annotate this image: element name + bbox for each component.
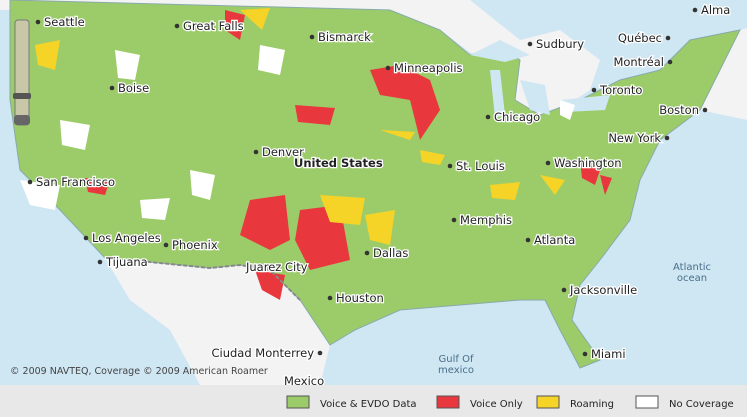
city-dot <box>702 107 708 113</box>
city-label: New York <box>608 131 661 145</box>
city-dot <box>582 351 588 357</box>
city-label: Chicago <box>494 110 540 124</box>
city-label: Dallas <box>373 246 408 260</box>
city-dot <box>692 7 698 13</box>
city-dot <box>97 259 103 265</box>
city-dot <box>163 242 169 248</box>
city-label: Seattle <box>44 15 85 29</box>
city-dot <box>485 114 491 120</box>
city-label: Los Angeles <box>92 231 161 245</box>
legend-label: No Coverage <box>669 399 734 410</box>
city-dot <box>451 217 457 223</box>
city-label: Bismarck <box>318 30 371 44</box>
water-label: ocean <box>677 273 707 284</box>
city-label: Houston <box>336 291 384 305</box>
water-label: mexico <box>438 365 474 376</box>
city-dot <box>664 135 670 141</box>
copyright: © 2009 NAVTEQ, Coverage © 2009 American … <box>10 366 268 377</box>
city-dot <box>561 287 567 293</box>
legend-label: Roaming <box>570 399 614 410</box>
city-label: Minneapolis <box>394 61 463 75</box>
city-label: Boise <box>118 81 149 95</box>
city-label: Miami <box>591 347 626 361</box>
city-label: St. Louis <box>456 159 505 173</box>
city-dot <box>174 23 180 29</box>
city-label: Montréal <box>613 55 664 69</box>
city-label: Alma <box>701 3 730 17</box>
zoom-control[interactable] <box>13 19 31 126</box>
city-dot <box>667 59 673 65</box>
city-dot <box>665 35 671 41</box>
city-dot <box>327 295 333 301</box>
legend-swatch <box>436 395 460 409</box>
city-label: Great Falls <box>183 19 244 33</box>
city-dot <box>545 160 551 166</box>
city-label: Ciudad Monterrey <box>211 346 314 360</box>
city-label: San Francisco <box>36 175 115 189</box>
border <box>104 257 301 301</box>
water-label: Atlantic <box>673 262 711 273</box>
city-label: Phoenix <box>172 238 218 252</box>
city-label: Sudbury <box>536 37 584 51</box>
city-dot <box>27 179 33 185</box>
great-lakes <box>470 40 610 118</box>
city-label: Juarez City <box>245 260 308 274</box>
city-dot <box>309 34 315 40</box>
city-label: Washington <box>554 156 622 170</box>
city-dot <box>35 19 41 25</box>
legend-swatch <box>536 395 560 409</box>
city-dot <box>591 87 597 93</box>
city-label: Toronto <box>599 83 642 97</box>
legend-label: Voice Only <box>470 399 523 410</box>
city-label: United States <box>294 156 383 170</box>
city-dot <box>527 41 533 47</box>
city-label: Memphis <box>460 213 512 227</box>
coverage-blobs <box>20 8 612 300</box>
legend-swatch <box>635 395 659 409</box>
legend-bar <box>0 385 747 417</box>
city-dot <box>109 85 115 91</box>
city-label: Denver <box>262 145 304 159</box>
city-label: Atlanta <box>534 233 575 247</box>
legend-swatch <box>286 395 310 409</box>
legend-label: Voice & EVDO Data <box>320 399 417 410</box>
city-dot <box>253 149 259 155</box>
canada <box>0 0 747 120</box>
city-dot <box>385 65 391 71</box>
city-dot <box>83 235 89 241</box>
city-dot <box>525 237 531 243</box>
city-label: Jacksonville <box>569 283 637 297</box>
water-label: Gulf Of <box>439 354 474 365</box>
city-label: Québec <box>618 31 662 45</box>
city-dot <box>447 163 453 169</box>
city-dot <box>364 250 370 256</box>
city-label: Tijuana <box>105 255 148 269</box>
city-label: Boston <box>659 103 699 117</box>
city-dot <box>317 350 323 356</box>
